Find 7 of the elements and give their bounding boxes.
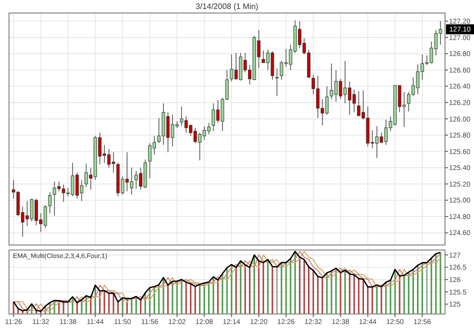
candlestick bbox=[48, 192, 52, 214]
candlestick bbox=[212, 102, 216, 132]
candlestick bbox=[275, 68, 279, 96]
candlestick bbox=[52, 181, 56, 216]
candlestick bbox=[130, 167, 134, 195]
candlestick bbox=[330, 63, 334, 100]
chart-title: 3/14/2008 (1 Min) bbox=[196, 2, 259, 11]
